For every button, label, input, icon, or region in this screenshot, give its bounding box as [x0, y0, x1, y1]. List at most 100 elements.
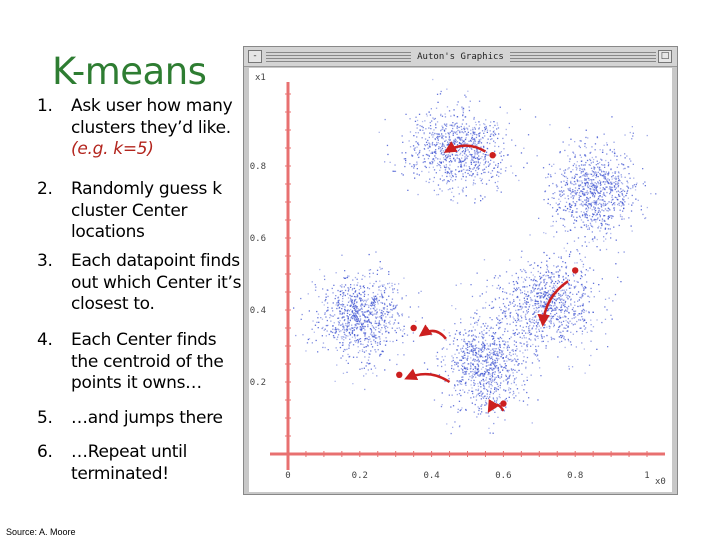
data-point: [569, 253, 571, 256]
data-point: [417, 154, 419, 156]
data-point: [530, 300, 532, 302]
data-point: [534, 304, 536, 306]
data-point: [581, 226, 583, 229]
data-point: [529, 234, 531, 236]
data-point: [583, 318, 586, 321]
data-point: [356, 339, 359, 341]
window-titlebar[interactable]: - Auton's Graphics □: [244, 47, 677, 67]
data-point: [360, 298, 362, 300]
data-point: [522, 281, 525, 283]
data-point: [364, 299, 366, 301]
data-point: [607, 165, 610, 167]
data-point: [500, 350, 502, 352]
data-point: [504, 419, 506, 421]
data-point: [438, 146, 440, 148]
data-point: [357, 340, 360, 342]
data-point: [483, 375, 485, 377]
data-point: [475, 124, 477, 126]
data-point: [586, 211, 588, 213]
data-point: [491, 385, 493, 387]
data-point: [560, 257, 562, 259]
data-point: [603, 203, 605, 205]
data-point: [436, 143, 438, 145]
data-point: [554, 304, 556, 306]
data-point: [462, 140, 465, 142]
data-point: [523, 166, 525, 169]
data-point: [503, 340, 505, 342]
data-point: [350, 327, 353, 329]
data-point: [601, 321, 603, 324]
data-point: [458, 158, 460, 160]
data-point: [494, 388, 496, 390]
data-point: [623, 190, 626, 192]
data-point: [572, 201, 574, 203]
data-point: [543, 274, 545, 276]
data-point: [471, 390, 473, 392]
data-point: [364, 333, 366, 335]
data-point: [542, 340, 544, 342]
data-point: [576, 330, 578, 333]
data-point: [522, 286, 524, 288]
data-point: [529, 324, 531, 327]
data-point: [496, 365, 498, 367]
data-point: [572, 216, 575, 218]
data-point: [620, 154, 622, 157]
data-point: [435, 124, 437, 126]
data-point: [342, 316, 344, 318]
data-point: [489, 377, 492, 380]
data-point: [452, 371, 454, 373]
data-point: [453, 387, 455, 389]
data-point: [528, 306, 530, 308]
data-point: [449, 164, 451, 166]
data-point: [536, 280, 538, 283]
window-menu-button[interactable]: -: [248, 50, 262, 63]
data-point: [481, 136, 484, 139]
data-point: [468, 352, 470, 354]
data-point: [454, 364, 456, 366]
data-point: [584, 328, 586, 330]
data-point: [580, 172, 582, 174]
data-point: [562, 276, 564, 278]
data-point: [487, 361, 489, 363]
data-point: [323, 304, 325, 306]
data-point: [357, 272, 359, 274]
data-point: [573, 313, 575, 315]
data-point: [477, 162, 479, 164]
data-point: [476, 356, 478, 358]
data-point: [428, 127, 430, 129]
data-point: [460, 359, 463, 362]
data-point: [604, 306, 606, 308]
data-point: [465, 373, 467, 375]
window-maximize-button[interactable]: □: [658, 50, 672, 63]
data-point: [564, 292, 567, 294]
data-point: [444, 364, 446, 366]
data-point: [486, 142, 488, 144]
data-point: [593, 179, 595, 181]
data-point: [398, 315, 400, 317]
data-point: [508, 375, 511, 377]
data-point: [623, 164, 625, 166]
data-point: [626, 185, 628, 187]
data-point: [401, 335, 403, 337]
data-point: [372, 304, 374, 306]
data-point: [507, 357, 509, 360]
data-point: [573, 275, 575, 277]
data-point: [574, 316, 577, 318]
data-point: [422, 129, 424, 131]
data-point: [337, 302, 339, 304]
data-point: [555, 299, 557, 302]
data-point: [479, 413, 482, 415]
data-point: [488, 372, 490, 374]
data-point: [365, 332, 367, 334]
data-point: [353, 334, 356, 336]
data-point: [374, 297, 376, 300]
data-point: [465, 343, 467, 345]
data-point: [586, 185, 589, 187]
data-point: [549, 301, 552, 303]
data-point: [378, 322, 380, 324]
data-point: [490, 159, 492, 161]
data-point: [470, 133, 472, 135]
data-point: [443, 129, 446, 131]
step-line: closest to.: [71, 294, 155, 314]
data-point: [471, 148, 473, 150]
